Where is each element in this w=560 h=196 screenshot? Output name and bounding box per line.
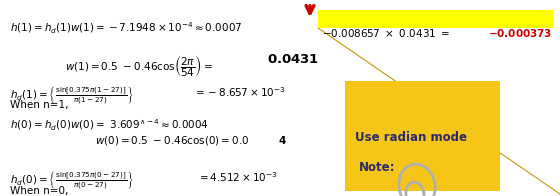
Text: $h_d(0) = \left\{\frac{\sin[0.375\pi(0-27)]}{\pi(0-27)}\right\}$: $h_d(0) = \left\{\frac{\sin[0.375\pi(0-2… [10, 170, 134, 192]
Text: $w(1) = 0.5 \ - 0.46\cos\!\left(\dfrac{2\pi}{54}\right) = \ $: $w(1) = 0.5 \ - 0.46\cos\!\left(\dfrac{2… [65, 53, 213, 79]
Text: $-0.008657\ \times\ 0.0431\ =\ $: $-0.008657\ \times\ 0.0431\ =\ $ [322, 27, 450, 39]
Text: $w(0) = 0.5 \ - 0.46\cos(0) = 0.0$: $w(0) = 0.5 \ - 0.46\cos(0) = 0.0$ [95, 134, 249, 147]
Text: $\mathbf{0.0431}$: $\mathbf{0.0431}$ [267, 53, 319, 66]
Text: $= 4.512 \times 10^{-3}$: $= 4.512 \times 10^{-3}$ [197, 170, 278, 184]
Text: $h(0) = h_d(0)w(0) = \ 3.609^{\wedge-4} \approx 0.0004$: $h(0) = h_d(0)w(0) = \ 3.609^{\wedge-4} … [10, 118, 209, 133]
Text: $\mathbf{-0.000373}$: $\mathbf{-0.000373}$ [488, 27, 552, 39]
Text: $\mathbf{4}$: $\mathbf{4}$ [278, 134, 287, 146]
Text: When n=1,: When n=1, [10, 100, 68, 110]
Bar [345, 81, 500, 191]
Text: Use radian mode: Use radian mode [355, 131, 467, 144]
Text: $h(1) = h_d(1)w(1) = -7.1948 \times 10^{-4} \approx 0.0007$: $h(1) = h_d(1)w(1) = -7.1948 \times 10^{… [10, 21, 242, 36]
Text: $=-8.657 \times 10^{-3}$: $=-8.657 \times 10^{-3}$ [193, 85, 286, 99]
Text: When n=0,: When n=0, [10, 186, 68, 196]
Bar [318, 10, 553, 28]
Text: $h_d(1) = \left\{\frac{\sin[0.375\pi(1-27)]}{\pi(1-27)}\right\}$: $h_d(1) = \left\{\frac{\sin[0.375\pi(1-2… [10, 85, 134, 107]
Text: Note:: Note: [359, 161, 395, 174]
